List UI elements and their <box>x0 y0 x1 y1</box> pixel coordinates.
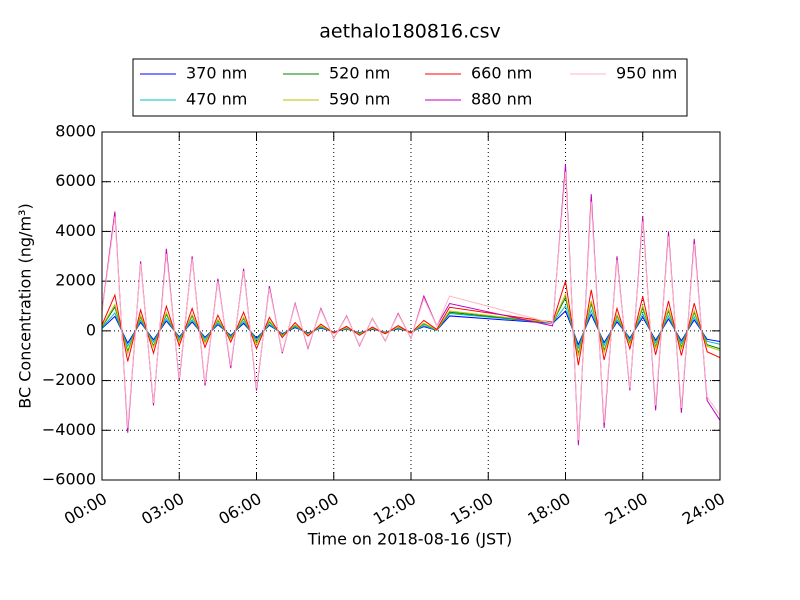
y-tick-label: 0 <box>86 320 96 339</box>
legend-label: 880 nm <box>471 90 532 109</box>
x-tick-label: 03:00 <box>138 489 187 529</box>
y-tick-label: 8000 <box>55 122 96 141</box>
x-tick-label: 12:00 <box>370 489 419 529</box>
x-tick-label: 15:00 <box>447 489 496 529</box>
legend-box <box>132 58 688 117</box>
legend-label: 660 nm <box>471 64 532 83</box>
x-tick-label: 00:00 <box>61 489 110 529</box>
y-tick-label: 2000 <box>55 271 96 290</box>
x-tick-label: 18:00 <box>524 489 573 529</box>
series-line <box>102 171 720 441</box>
y-tick-label: 6000 <box>55 171 96 190</box>
y-tick-label: −6000 <box>42 470 96 489</box>
y-tick-label: −4000 <box>42 420 96 439</box>
y-tick-label: −2000 <box>42 370 96 389</box>
legend-label: 590 nm <box>329 90 390 109</box>
legend-label: 370 nm <box>186 64 247 83</box>
x-tick-label: 24:00 <box>679 489 728 529</box>
x-tick-label: 06:00 <box>215 489 264 529</box>
chart-title: aethalo180816.csv <box>319 21 501 43</box>
legend-label: 520 nm <box>329 64 390 83</box>
legend-label: 470 nm <box>186 90 247 109</box>
x-axis-label: Time on 2018-08-16 (JST) <box>307 530 512 549</box>
x-tick-label: 21:00 <box>602 489 651 529</box>
legend-label: 950 nm <box>616 64 677 83</box>
y-tick-label: 4000 <box>55 221 96 240</box>
y-axis-label: BC Concentration (ng/m³) <box>16 203 35 408</box>
plot-frame <box>101 131 721 481</box>
x-tick-label: 09:00 <box>293 489 342 529</box>
